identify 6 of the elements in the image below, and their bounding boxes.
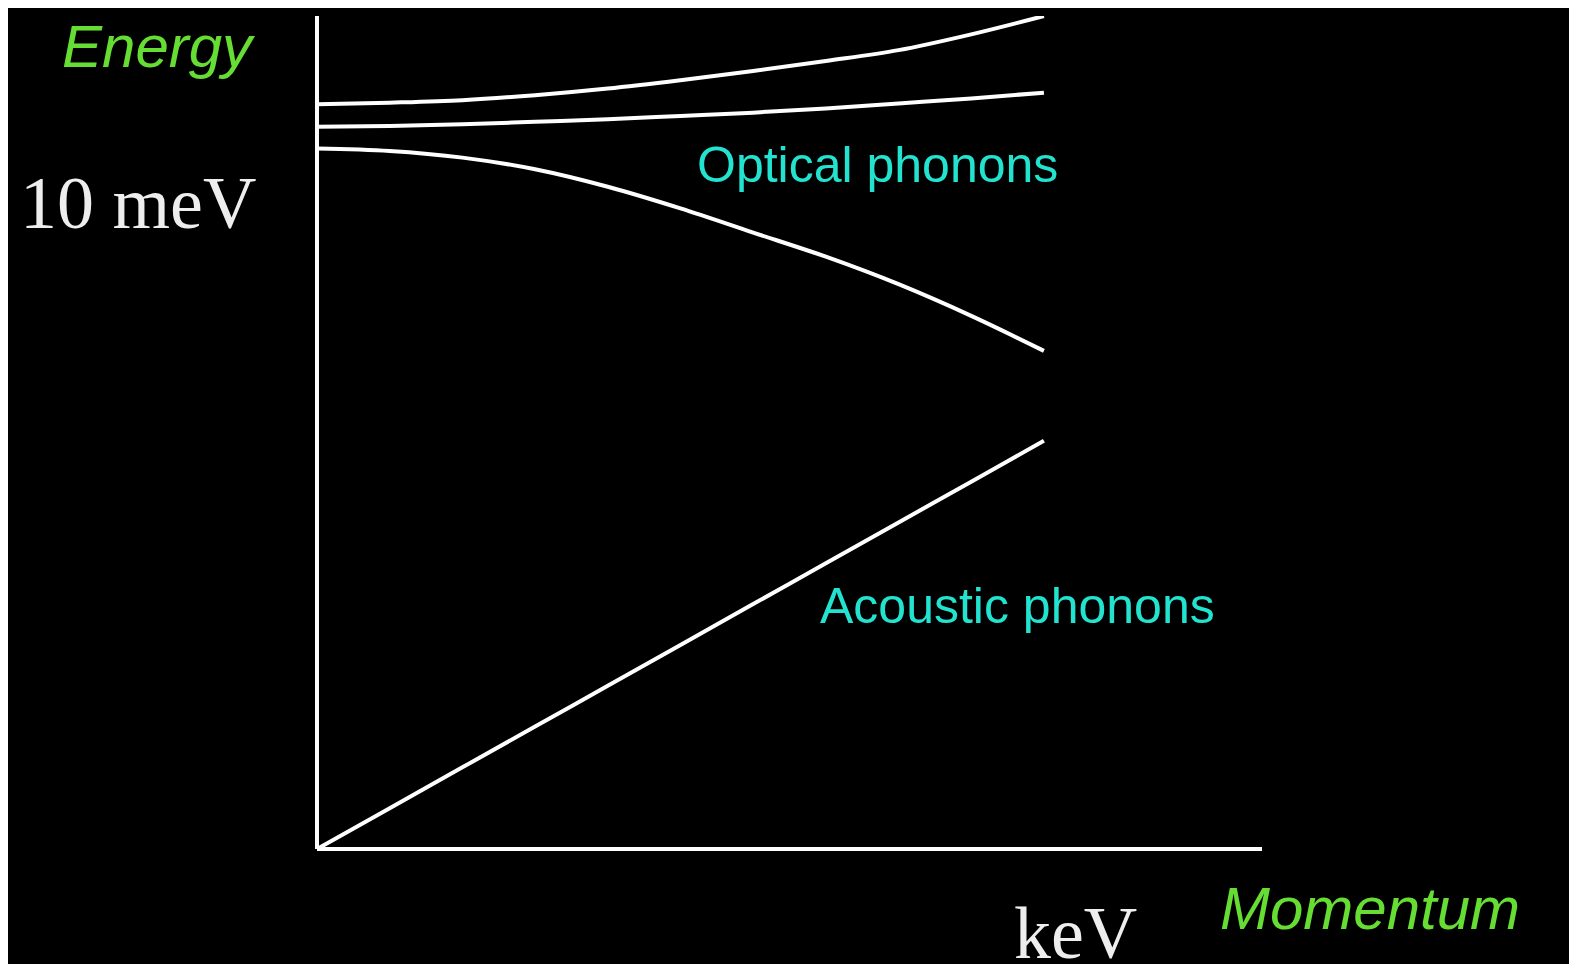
annotation: Optical phonons bbox=[697, 137, 1059, 193]
text: keV bbox=[1014, 892, 1138, 972]
x-axis-title: Momentum bbox=[1220, 874, 1521, 943]
text: 10 meV bbox=[20, 162, 257, 244]
annotation: Acoustic phonons bbox=[820, 578, 1215, 634]
y-axis-title: Energy bbox=[62, 12, 253, 81]
